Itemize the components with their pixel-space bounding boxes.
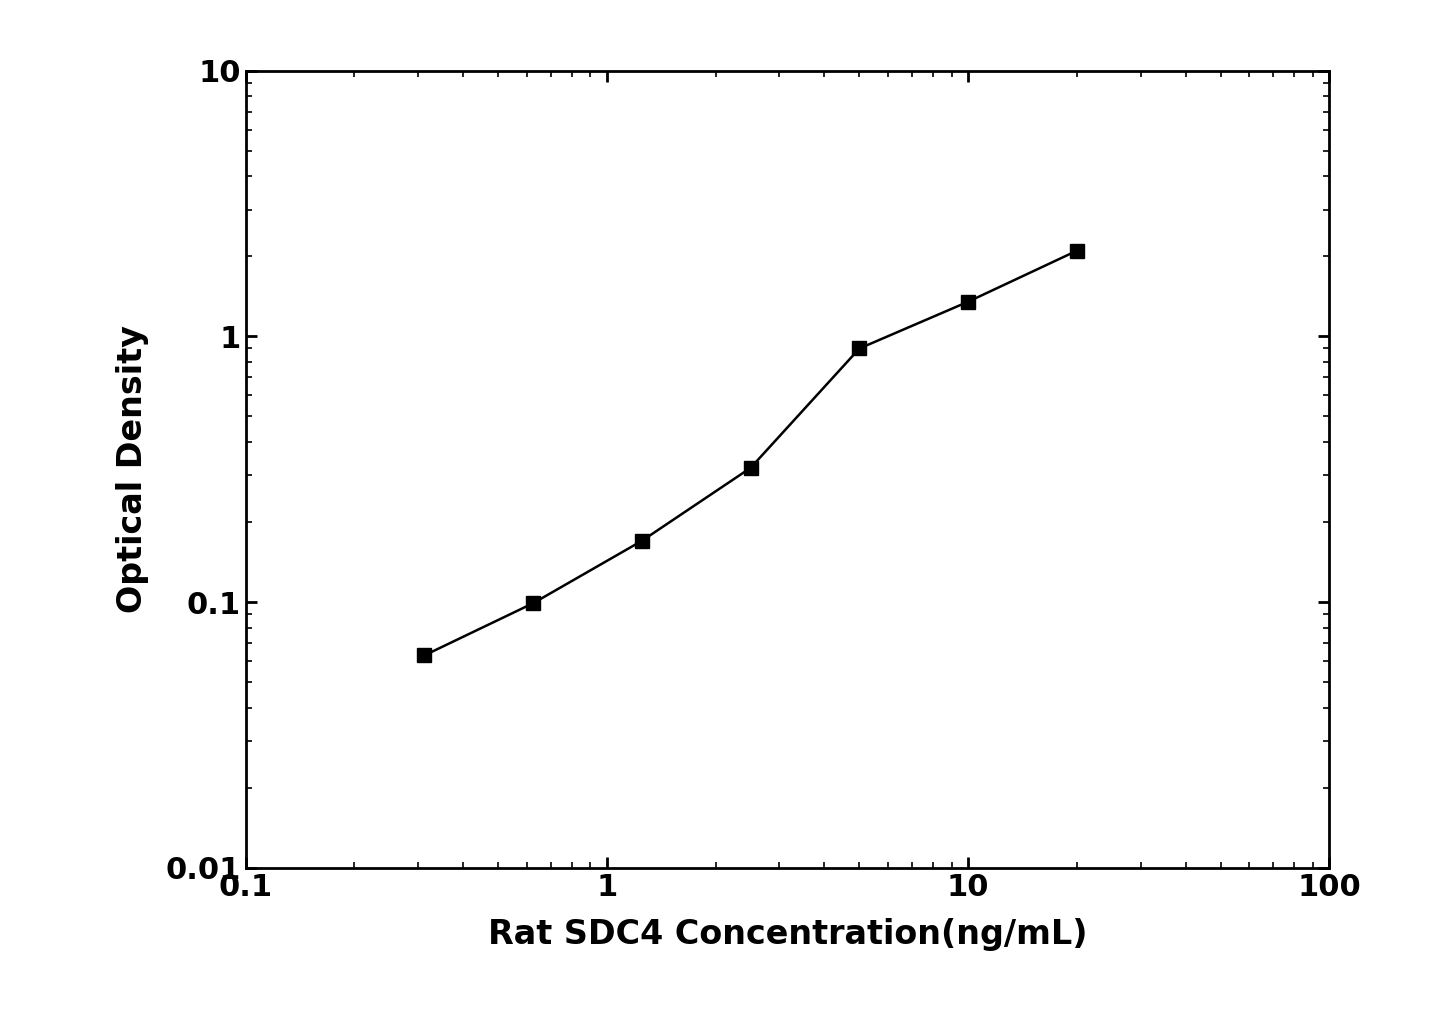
X-axis label: Rat SDC4 Concentration(ng/mL): Rat SDC4 Concentration(ng/mL)	[488, 918, 1087, 951]
Y-axis label: Optical Density: Optical Density	[116, 325, 149, 613]
